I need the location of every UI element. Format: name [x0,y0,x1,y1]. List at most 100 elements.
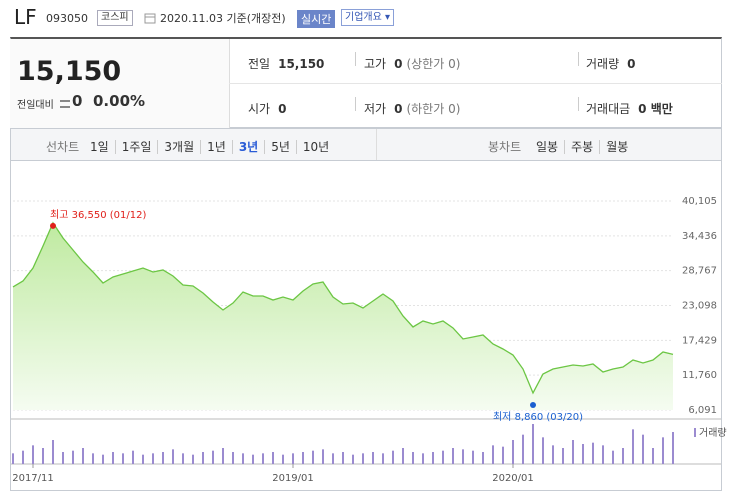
stock-code: 093050 [46,12,88,25]
volume-bar [562,448,564,464]
price-panel [10,39,230,128]
volume-bar [272,452,274,464]
volume-bar [132,450,134,464]
volume-bar [412,452,414,464]
volume-bar [292,453,294,464]
volume-bar [172,449,174,464]
volume-bar [322,449,324,464]
candle-tab[interactable]: 월봉 [599,140,635,154]
volume-bar [222,448,224,464]
stat-note: (상한가 0) [406,57,461,71]
volume-bar [122,453,124,464]
high-label: 최고 36,550 (01/12) [50,209,146,221]
volume-bar [212,450,214,464]
stat-divider [578,97,579,111]
volume-bar [362,453,364,464]
volume-bar [592,442,594,464]
volume-legend-swatch [694,428,696,437]
realtime-button[interactable]: 실시간 [297,10,336,28]
company-info-button[interactable]: 기업개요 ▾ [341,9,395,26]
volume-bar [552,445,554,464]
volume-bar [612,450,614,464]
stat-value: 0 [627,57,636,71]
volume-bar [142,454,144,464]
stat-note: (하한가 0) [406,102,461,116]
line-chart-label: 선차트 [46,140,80,154]
volume-bar [252,454,254,464]
range-tab[interactable]: 5년 [264,140,296,154]
price-line [12,221,674,395]
stock-name: LF [14,5,37,29]
volume-bar [342,452,344,464]
volume-bar [462,449,464,464]
stat: 시가 0 [248,100,290,117]
chart-frame [10,160,722,491]
volume-bar [632,429,634,464]
volume-bar [152,453,154,464]
volume-bar [542,437,544,464]
stat: 고가 0 (상한가 0) [364,55,460,72]
change-label: 전일대비 [17,100,54,111]
volume-bar [92,453,94,464]
volume-bar [492,445,494,464]
stat: 전일 15,150 [248,55,328,72]
flat-icon [60,100,70,108]
stat-label: 고가 [364,57,387,71]
volume-bar [422,453,424,464]
volume-bar [302,452,304,464]
candle-tab[interactable]: 주봉 [564,140,600,154]
volume-bar [442,450,444,464]
volume-bar [312,450,314,464]
stat: 저가 0 (하한가 0) [364,100,460,117]
volume-bar [582,444,584,464]
y-tick-label: 28,767 [682,266,717,277]
range-tab[interactable]: 1일 [90,140,109,154]
y-tick-label: 23,098 [682,301,717,312]
range-tab[interactable]: 3개월 [157,140,201,154]
volume-bar [602,445,604,464]
y-tick-label: 11,760 [682,370,717,381]
volume-bar [652,448,654,464]
range-tab[interactable]: 3년 [231,140,265,154]
price: 15,150 [17,56,122,87]
volume-bar [282,454,284,464]
volume-bar [102,454,104,464]
volume-bar [192,454,194,464]
candle-tab[interactable]: 일봉 [536,140,559,154]
volume-bar [512,440,514,464]
tab-divider [376,129,377,160]
range-tab[interactable]: 1주일 [114,140,158,154]
stat: 거래대금 0 백만 [586,100,677,117]
line-tabs: 1일 1주일 3개월 1년 3년 5년 10년 [84,138,336,155]
calendar-icon [144,13,156,24]
change: 0 [72,92,83,110]
volume-bar [352,454,354,464]
volume-bar [52,440,54,464]
volume-bar [12,453,14,464]
volume-bar [42,448,44,464]
volume-bar [112,452,114,464]
x-tick-label: 2017/11 [12,473,54,484]
volume-bar [32,445,34,464]
volume-bar [392,450,394,464]
range-tab[interactable]: 10년 [295,140,336,154]
low-label: 최저 8,860 (03/20) [493,411,583,423]
stat-label: 거래량 [586,57,620,71]
date: 2020.11.03 기준(개장전) [160,12,286,25]
volume-bar [332,453,334,464]
volume-bar [502,446,504,464]
y-tick-label: 6,091 [688,405,717,416]
stat-label: 저가 [364,102,387,116]
range-tab[interactable]: 1년 [200,140,232,154]
candle-tabs: 일봉 주봉 월봉 [530,138,635,155]
stat-value: 15,150 [278,57,325,71]
high-marker [50,222,56,229]
stat-divider [355,97,356,111]
stat-divider [355,52,356,66]
volume-bar [482,452,484,464]
stat-label: 거래대금 [586,102,631,116]
row-divider [229,83,722,84]
y-tick-label: 34,436 [682,231,717,242]
